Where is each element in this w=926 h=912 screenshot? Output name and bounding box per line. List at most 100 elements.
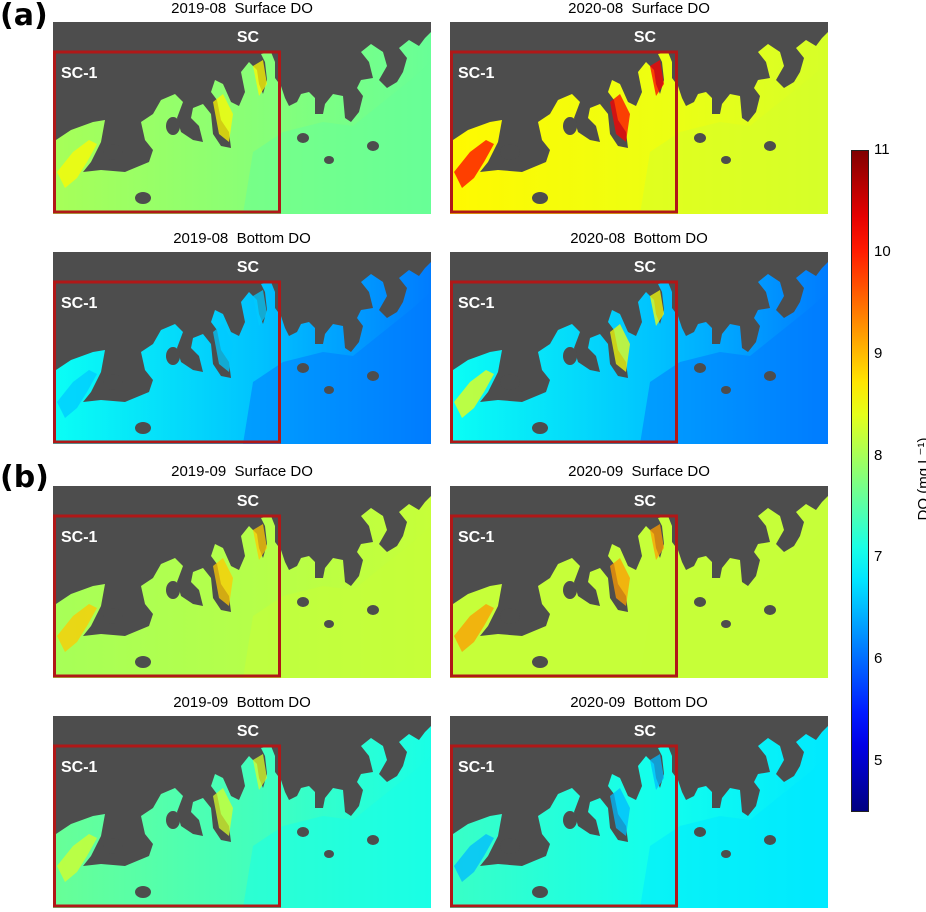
panel-title: 2019-09 Surface DO [171,463,313,480]
region-label-sc: SC [237,493,260,510]
water-do-east [243,756,431,908]
region-label-sc: SC [237,259,260,276]
colorbar-label: DO (mg L⁻¹) [915,437,926,521]
region-label-sc-1: SC-1 [61,295,98,312]
water-do-nearshore [57,524,267,652]
panel-map: SC SC-1 [53,252,431,444]
panel-map: SC SC-1 [53,22,431,214]
panel-title: 2019-08 Bottom DO [173,230,311,247]
island [367,141,379,151]
subregion-box [53,514,281,678]
panel-map: SC SC-1 [450,486,828,678]
region-label-sc: SC [237,29,260,46]
subregion-box [53,50,281,214]
island [324,386,334,394]
island [297,363,309,373]
island [500,144,520,160]
panel-title: 2020-08 Surface DO [568,0,710,17]
water-do-nearshore [454,290,664,418]
region-label-sc: SC [634,259,657,276]
island [297,827,309,837]
island [532,656,548,668]
water-do-nearshore [454,524,664,652]
section-label-b: (b) [0,460,49,495]
island [500,838,520,854]
colorbar-tick-label: 7 [874,548,883,566]
subregion-box [53,280,281,444]
island [297,597,309,607]
colorbar [851,150,869,812]
water-do-nearshore [454,754,664,882]
water-do-nearshore [454,60,664,188]
island [103,608,123,624]
island [324,850,334,858]
subregion-box [450,50,678,214]
region-label-sc-1: SC-1 [61,759,98,776]
island [694,827,706,837]
subregion-box [450,280,678,444]
region-label-sc-1: SC-1 [458,295,495,312]
island [135,886,151,898]
island [324,620,334,628]
island [721,620,731,628]
island [166,581,180,599]
panel-map: SC SC-1 [450,716,828,908]
region-label-sc-1: SC-1 [61,65,98,82]
island [166,117,180,135]
water-do-east [640,756,828,908]
island [694,597,706,607]
water-do-east [640,292,828,444]
section-label-a: (a) [0,0,48,33]
island [324,156,334,164]
island [721,850,731,858]
island [764,371,776,381]
island [721,386,731,394]
water-do-nearshore [57,754,267,882]
island [297,133,309,143]
colorbar-tick-label: 10 [874,242,891,260]
region-label-sc-1: SC-1 [61,529,98,546]
colorbar-tick-label: 9 [874,344,883,362]
region-label-sc: SC [634,493,657,510]
water-do-east [640,62,828,214]
island [166,811,180,829]
region-label-sc: SC [634,723,657,740]
panel-title: 2019-09 Bottom DO [173,694,311,711]
island [367,835,379,845]
water-do-east [243,526,431,678]
island [764,141,776,151]
subregion-box [53,744,281,908]
water-do-nearshore [57,60,267,188]
island [532,422,548,434]
subregion-box [450,744,678,908]
water-do-east [243,62,431,214]
water-do-nearshore [57,290,267,418]
region-label-sc-1: SC-1 [458,65,495,82]
island [500,374,520,390]
region-label-sc: SC [237,723,260,740]
island [135,422,151,434]
island [563,811,577,829]
island [563,581,577,599]
island [563,347,577,365]
colorbar-tick-label: 8 [874,446,883,464]
island [694,363,706,373]
island [367,371,379,381]
island [764,835,776,845]
island [721,156,731,164]
island [764,605,776,615]
water-do-east [243,292,431,444]
colorbar-tick-label: 5 [874,752,883,770]
island [103,838,123,854]
island [563,117,577,135]
subregion-box [450,514,678,678]
island [367,605,379,615]
island [166,347,180,365]
colorbar-tick-label: 6 [874,650,883,668]
island [532,886,548,898]
island [694,133,706,143]
panel-title: 2019-08 Surface DO [171,0,313,17]
region-label-sc-1: SC-1 [458,759,495,776]
island [103,374,123,390]
region-label-sc-1: SC-1 [458,529,495,546]
